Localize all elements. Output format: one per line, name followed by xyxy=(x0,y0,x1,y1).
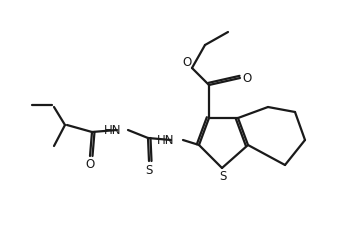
Text: S: S xyxy=(145,164,153,177)
Text: O: O xyxy=(182,56,192,69)
Text: O: O xyxy=(85,159,95,172)
Text: S: S xyxy=(219,169,227,183)
Text: HN: HN xyxy=(103,124,121,137)
Text: O: O xyxy=(242,71,252,84)
Text: HN: HN xyxy=(156,134,174,147)
